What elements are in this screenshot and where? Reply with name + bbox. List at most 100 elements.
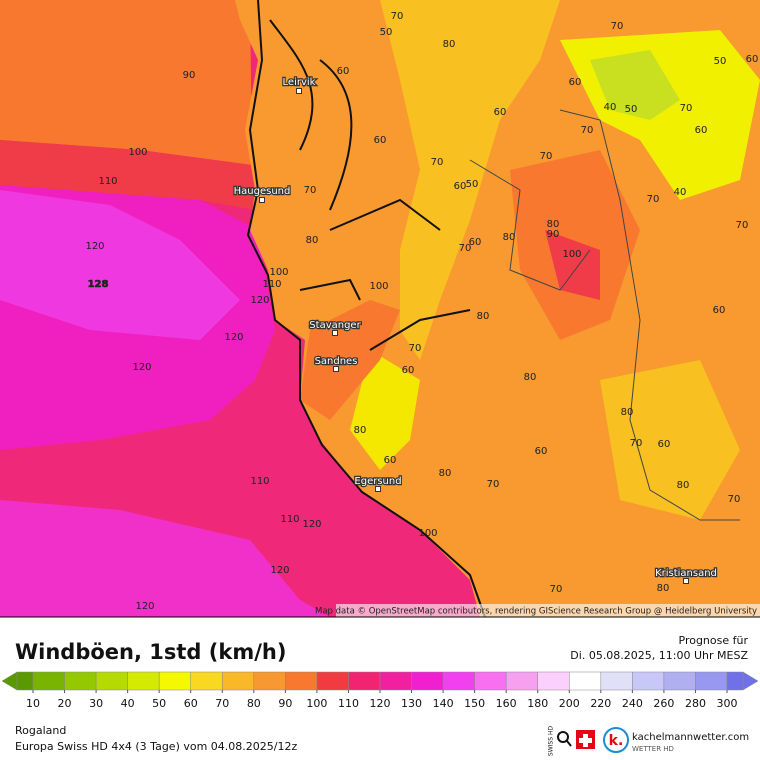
- contour-label: 120: [132, 362, 151, 373]
- scale-tick-label: 110: [338, 697, 359, 710]
- scale-tick-label: 40: [121, 697, 135, 710]
- city-marker: [333, 366, 339, 372]
- contour-label: 90: [547, 229, 560, 240]
- magnifier-icon: [566, 740, 572, 747]
- color-swatch: [695, 671, 728, 691]
- wind-area: [590, 50, 680, 120]
- contour-label: 70: [550, 584, 563, 595]
- contour-label: 80: [443, 39, 456, 50]
- color-swatch: [505, 671, 538, 691]
- contour-label: 70: [304, 185, 317, 196]
- scale-tick-label: 70: [215, 697, 229, 710]
- contour-label: 100: [369, 281, 388, 292]
- contour-label: 70: [581, 125, 594, 136]
- color-swatch: [285, 671, 318, 691]
- city-label: Kristiansand: [655, 568, 717, 579]
- brand-sub: WETTER HD: [632, 745, 674, 753]
- color-swatch: [158, 671, 191, 691]
- contour-label: 60: [469, 237, 482, 248]
- contour-label: 80: [439, 468, 452, 479]
- wind-area: [545, 230, 600, 300]
- color-swatch: [726, 671, 744, 691]
- color-swatch: [190, 671, 223, 691]
- contour-label: 60: [695, 125, 708, 136]
- color-swatch: [379, 671, 412, 691]
- contour-label: 80: [477, 311, 490, 322]
- color-swatch: [253, 671, 286, 691]
- contour-label: 60: [454, 181, 467, 192]
- contour-label: 80: [524, 372, 537, 383]
- contour-label: 70: [409, 343, 422, 354]
- border-line: [469, 109, 740, 521]
- magnifier-icon: [557, 731, 569, 743]
- contour-label: 60: [535, 446, 548, 457]
- contour-label: 100: [418, 528, 437, 539]
- color-swatch: [16, 671, 34, 691]
- color-swatch: [348, 671, 381, 691]
- contour-label: 60: [337, 66, 350, 77]
- coastline: [246, 0, 486, 618]
- contour-label: 110: [250, 476, 269, 487]
- color-swatch: [222, 671, 255, 691]
- city-label: Haugesund: [234, 186, 291, 197]
- contour-label: 80: [657, 583, 670, 594]
- contour-label: 70: [647, 194, 660, 205]
- contour-label: 60: [402, 365, 415, 376]
- scale-tick-label: 60: [184, 697, 198, 710]
- scale-tick-label: 260: [653, 697, 674, 710]
- scale-tick-label: 130: [401, 697, 422, 710]
- color-swatch: [316, 671, 349, 691]
- scale-tick-label: 80: [247, 697, 261, 710]
- forecast-time: Di. 05.08.2025, 11:00 Uhr MESZ: [570, 649, 748, 662]
- color-scale: 10 20 30 40 50 60 70 80 90 100 110 120 130 140 150 160 1…: [1, 671, 759, 710]
- contour-label: 120: [302, 519, 321, 530]
- scale-tick-label: 280: [685, 697, 706, 710]
- contour-label: 50: [466, 179, 479, 190]
- color-swatch: [600, 671, 633, 691]
- contour-label: 120: [270, 565, 289, 576]
- scale-tick-label: 220: [590, 697, 611, 710]
- city-marker: [332, 330, 338, 336]
- brand-logo: [603, 727, 629, 753]
- contour-label: 80: [547, 219, 560, 230]
- contour-label: 70: [728, 494, 741, 505]
- contour-label: 70: [611, 21, 624, 32]
- contour-label: 70: [680, 103, 693, 114]
- contour-label: 60: [374, 135, 387, 146]
- scale-tick-label: 120: [370, 697, 391, 710]
- scale-tick-label: 200: [559, 697, 580, 710]
- contour-label: 70: [391, 11, 404, 22]
- scale-tick-label: 50: [152, 697, 166, 710]
- contour-label: 100: [128, 147, 147, 158]
- city-marker: [683, 578, 689, 584]
- city-marker: [259, 197, 265, 203]
- contour-label: 120: [250, 295, 269, 306]
- color-swatch: [632, 671, 665, 691]
- contour-label: 60: [658, 439, 671, 450]
- city-label: Egersund: [354, 476, 401, 487]
- contour-label: 70: [487, 479, 500, 490]
- contour-label: 90: [183, 70, 196, 81]
- scale-tick-label: 90: [278, 697, 292, 710]
- scale-tick-label: 180: [527, 697, 548, 710]
- scale-tick-label: 150: [464, 697, 485, 710]
- contour-label: 60: [569, 77, 582, 88]
- contour-label: 50: [380, 27, 393, 38]
- contour-label: 60: [494, 107, 507, 118]
- scale-tick-label: 10: [26, 697, 40, 710]
- attribution-box: [336, 604, 760, 617]
- scale-tick-label: 30: [89, 697, 103, 710]
- city-marker: [296, 88, 302, 94]
- contour-label: 40: [604, 102, 617, 113]
- city-label: Sandnes: [315, 356, 358, 367]
- swiss-flag: [579, 734, 592, 747]
- scale-tick-label: 20: [58, 697, 72, 710]
- badge: SWISS HD: [548, 726, 555, 757]
- contour-label: 70: [431, 157, 444, 168]
- contour-label: 50: [714, 56, 727, 67]
- model-info: Europa Swiss HD 4x4 (3 Tage) vom 04.08.2…: [15, 740, 297, 753]
- color-swatch: [127, 671, 160, 691]
- forecast-label: Prognose für: [679, 634, 749, 647]
- contour-label: 128: [88, 279, 109, 290]
